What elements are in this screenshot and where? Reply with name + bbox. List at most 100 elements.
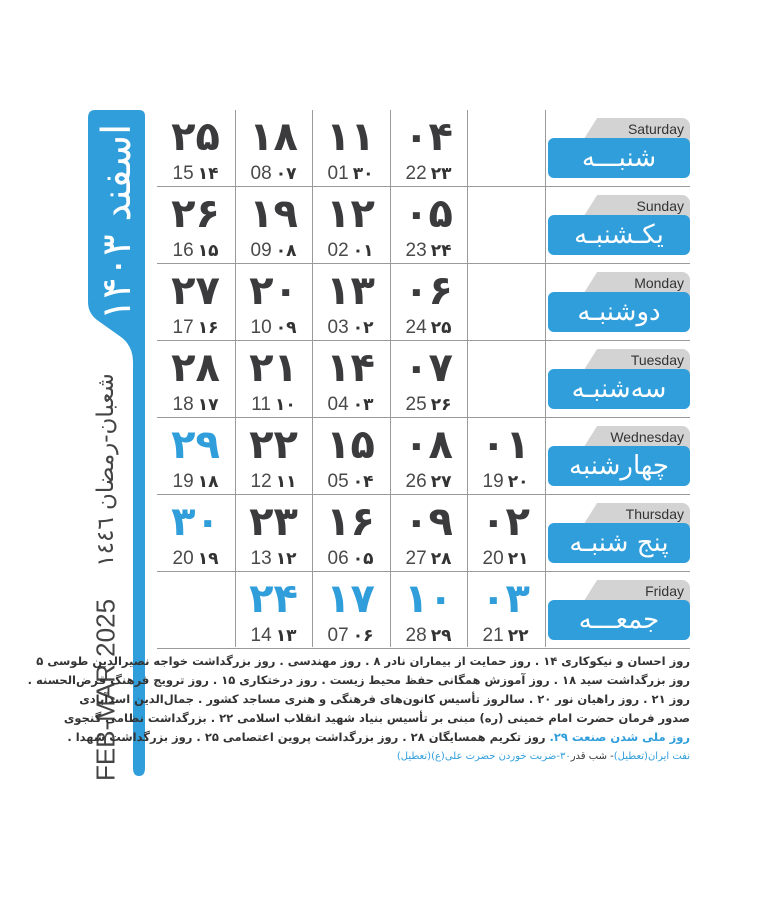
column-divider bbox=[235, 110, 236, 647]
note-line: نفت ایران(تعطیل)- شب قدر۳۰-ضربت خوردن حض… bbox=[157, 747, 690, 766]
weekday-persian: شنبـــه bbox=[548, 138, 690, 178]
weekday-persian: دوشنبـه bbox=[548, 292, 690, 332]
persian-date: ۱۰ bbox=[404, 576, 454, 622]
hijri-date: ۲۵ bbox=[430, 318, 452, 338]
gregorian-date: 13 bbox=[250, 548, 272, 569]
weekday-persian: پنج شنبـه bbox=[548, 523, 690, 563]
holiday-note: ۳۰-ضربت خوردن حضرت علی(ع)(تعطیل) bbox=[396, 751, 571, 762]
row-divider bbox=[157, 571, 690, 572]
hijri-date: ۰۵ bbox=[352, 549, 374, 569]
day-cell[interactable]: ۱۰ 28 ۲۹ bbox=[390, 572, 467, 649]
secondary-dates: 27 ۲۸ bbox=[390, 547, 467, 570]
day-cell[interactable]: ۰۲ 20 ۲۱ bbox=[467, 495, 544, 572]
day-cell[interactable]: ۱۶ 06 ۰۵ bbox=[312, 495, 389, 572]
persian-date: ۲۸ bbox=[171, 345, 221, 391]
weekday-label: Monday دوشنبـه bbox=[548, 272, 690, 336]
persian-date: ۲۶ bbox=[171, 191, 221, 237]
day-cell[interactable]: ۰۸ 26 ۲۷ bbox=[390, 418, 467, 495]
hijri-date: ۲۰ bbox=[507, 472, 529, 492]
hijri-date: ۲۲ bbox=[507, 626, 529, 646]
weekday-persian: سه‌شنبـه bbox=[548, 369, 690, 409]
persian-date: ۱۷ bbox=[326, 576, 376, 622]
persian-date: ۲۵ bbox=[171, 114, 221, 160]
day-cell[interactable]: ۰۷ 25 ۲۶ bbox=[390, 341, 467, 418]
day-cell[interactable]: ۲۵ 15 ۱۴ bbox=[157, 110, 234, 187]
persian-date: ۰۹ bbox=[404, 499, 454, 545]
secondary-dates: 20 ۲۱ bbox=[467, 547, 544, 570]
column-divider bbox=[545, 110, 546, 647]
column-divider bbox=[312, 110, 313, 647]
day-cell[interactable]: ۲۹ 19 ۱۸ bbox=[157, 418, 234, 495]
day-cell[interactable]: ۱۴ 04 ۰۳ bbox=[312, 341, 389, 418]
persian-date: ۰۴ bbox=[404, 114, 454, 160]
day-cell[interactable]: ۰۱ 19 ۲۰ bbox=[467, 418, 544, 495]
day-cell[interactable]: ۱۵ 05 ۰۴ bbox=[312, 418, 389, 495]
secondary-dates: 28 ۲۹ bbox=[390, 624, 467, 647]
secondary-dates: 24 ۲۵ bbox=[390, 316, 467, 339]
weekday-persian: جمعـــه bbox=[548, 600, 690, 640]
day-cell[interactable]: ۰۶ 24 ۲۵ bbox=[390, 264, 467, 341]
note-text: - شب قدر bbox=[570, 751, 614, 762]
note-text: روز تکریم همسایگان ۲۸ . روز بزرگداشت پرو… bbox=[67, 730, 546, 744]
day-cell[interactable]: ۱۳ 03 ۰۲ bbox=[312, 264, 389, 341]
gregorian-date: 12 bbox=[250, 471, 272, 492]
gregorian-date: 26 bbox=[405, 471, 427, 492]
hijri-date: ۰۱ bbox=[352, 241, 374, 261]
hijri-date: ۱۰ bbox=[274, 395, 296, 415]
weekday-label: Tuesday سه‌شنبـه bbox=[548, 349, 690, 413]
gregorian-date: 09 bbox=[250, 240, 272, 261]
gregorian-date: 24 bbox=[405, 317, 427, 338]
weekday-label: Saturday شنبـــه bbox=[548, 118, 690, 182]
day-cell[interactable]: ۱۸ 08 ۰۷ bbox=[235, 110, 312, 187]
day-cell[interactable]: ۰۵ 23 ۲۴ bbox=[390, 187, 467, 264]
gregorian-date: 17 bbox=[172, 317, 194, 338]
persian-date: ۲۴ bbox=[249, 576, 299, 622]
hijri-date: ۲۷ bbox=[430, 472, 452, 492]
secondary-dates: 08 ۰۷ bbox=[235, 162, 312, 185]
gregorian-date: 21 bbox=[482, 625, 504, 646]
persian-date: ۰۱ bbox=[481, 422, 531, 468]
day-cell[interactable]: ۱۱ 01 ۳۰ bbox=[312, 110, 389, 187]
gregorian-date: 02 bbox=[327, 240, 349, 261]
persian-date: ۲۳ bbox=[249, 499, 299, 545]
column-divider bbox=[390, 110, 391, 647]
day-cell[interactable]: ۲۳ 13 ۱۲ bbox=[235, 495, 312, 572]
day-cell[interactable]: ۲۴ 14 ۱۳ bbox=[235, 572, 312, 649]
secondary-dates: 12 ۱۱ bbox=[235, 470, 312, 493]
weekday-label: Friday جمعـــه bbox=[548, 580, 690, 644]
hijri-date: ۲۱ bbox=[507, 549, 529, 569]
persian-date: ۰۵ bbox=[404, 191, 454, 237]
day-cell[interactable]: ۱۲ 02 ۰۱ bbox=[312, 187, 389, 264]
hijri-date: ۳۰ bbox=[352, 164, 374, 184]
day-cell[interactable]: ۰۴ 22 ۲۳ bbox=[390, 110, 467, 187]
secondary-dates: 17 ۱۶ bbox=[157, 316, 234, 339]
day-cell[interactable]: ۱۹ 09 ۰۸ bbox=[235, 187, 312, 264]
day-cell[interactable]: ۲۲ 12 ۱۱ bbox=[235, 418, 312, 495]
day-cell[interactable]: ۲۷ 17 ۱۶ bbox=[157, 264, 234, 341]
row-divider bbox=[157, 186, 690, 187]
gregorian-date: 28 bbox=[405, 625, 427, 646]
row-divider bbox=[157, 494, 690, 495]
note-line: روز ۲۱ . روز راهیان نور ۲۰ . سالروز تأسی… bbox=[79, 692, 690, 706]
gregorian-date: 20 bbox=[172, 548, 194, 569]
day-cell[interactable]: ۳۰ 20 ۱۹ bbox=[157, 495, 234, 572]
day-cell[interactable]: ۲۰ 10 ۰۹ bbox=[235, 264, 312, 341]
day-cell[interactable]: ۲۶ 16 ۱۵ bbox=[157, 187, 234, 264]
row-divider bbox=[157, 648, 690, 649]
hijri-date: ۰۴ bbox=[352, 472, 374, 492]
day-cell[interactable]: ۱۷ 07 ۰۶ bbox=[312, 572, 389, 649]
weekday-label: Thursday پنج شنبـه bbox=[548, 503, 690, 567]
hijri-date: ۱۵ bbox=[197, 241, 219, 261]
day-cell[interactable]: ۲۸ 18 ۱۷ bbox=[157, 341, 234, 418]
secondary-dates: 10 ۰۹ bbox=[235, 316, 312, 339]
gregorian-date: 11 bbox=[251, 394, 271, 415]
hijri-date: ۱۱ bbox=[275, 472, 297, 492]
persian-date: ۱۳ bbox=[326, 268, 376, 314]
persian-date: ۰۷ bbox=[404, 345, 454, 391]
day-cell[interactable]: ۰۹ 27 ۲۸ bbox=[390, 495, 467, 572]
secondary-dates: 14 ۱۳ bbox=[235, 624, 312, 647]
secondary-dates: 06 ۰۵ bbox=[312, 547, 389, 570]
day-cell[interactable]: ۲۱ 11 ۱۰ bbox=[235, 341, 312, 418]
day-cell[interactable]: ۰۳ 21 ۲۲ bbox=[467, 572, 544, 649]
